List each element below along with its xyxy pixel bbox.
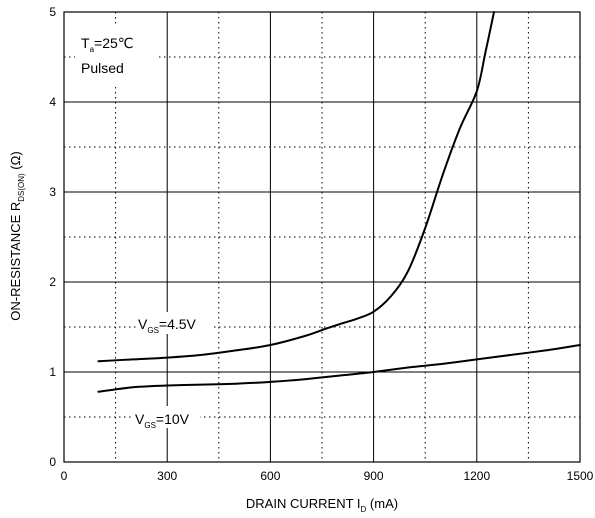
series-line-vgs-4-5v bbox=[97, 11, 495, 363]
series-label-vgs-10v: VGS=10V bbox=[135, 411, 190, 430]
series-label-vgs-4-5v: VGS=4.5V bbox=[138, 316, 197, 335]
x-axis-title: DRAIN CURRENT ID (mA) bbox=[246, 496, 398, 514]
y-tick-label: 4 bbox=[49, 95, 56, 109]
x-tick-label: 0 bbox=[61, 469, 68, 483]
y-tick-label: 1 bbox=[49, 365, 56, 379]
y-tick-label: 2 bbox=[49, 275, 56, 289]
series-layer bbox=[97, 11, 581, 393]
y-tick-label: 5 bbox=[49, 5, 56, 19]
y-tick-label: 0 bbox=[49, 455, 56, 469]
condition-temperature: Ta=25℃ bbox=[81, 35, 134, 54]
major-grid bbox=[64, 12, 580, 462]
series-line-vgs-10v bbox=[97, 344, 581, 393]
y-tick-label: 3 bbox=[49, 185, 56, 199]
y-axis-title: ON-RESISTANCE RDS(ON) (Ω) bbox=[8, 151, 26, 320]
condition-mode: Pulsed bbox=[81, 60, 124, 76]
x-tick-label: 900 bbox=[364, 469, 384, 483]
x-tick-label: 300 bbox=[157, 469, 177, 483]
x-tick-labels: 0 300 600 900 1200 1500 bbox=[61, 469, 594, 483]
conditions-box-bg bbox=[75, 26, 157, 84]
plot-frame bbox=[63, 11, 581, 463]
x-tick-label: 1200 bbox=[463, 469, 490, 483]
label-vgs45-bg bbox=[136, 312, 212, 334]
x-tick-label: 1500 bbox=[567, 469, 594, 483]
y-tick-labels: 0 1 2 3 4 5 bbox=[49, 5, 56, 469]
x-tick-label: 600 bbox=[260, 469, 280, 483]
label-vgs10-bg bbox=[132, 406, 200, 428]
